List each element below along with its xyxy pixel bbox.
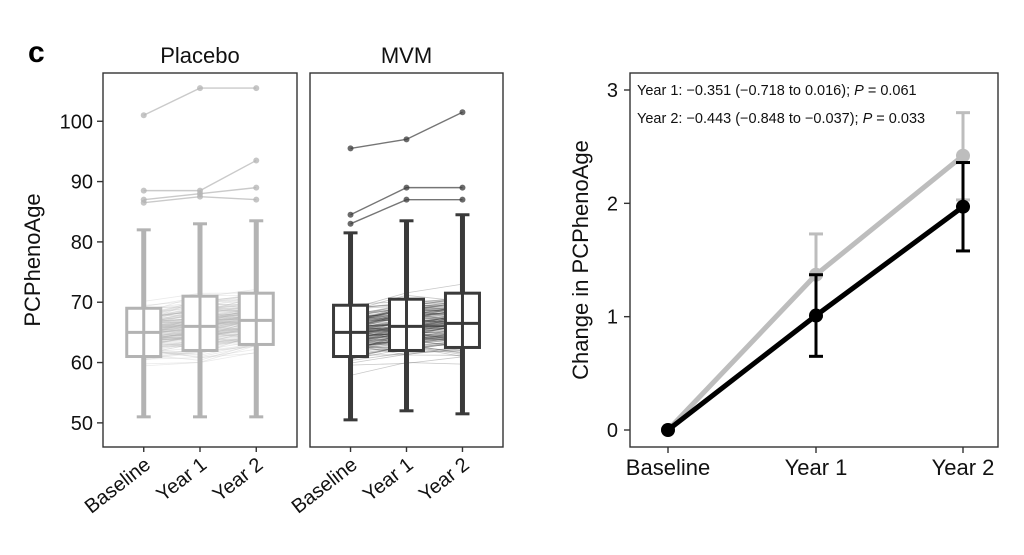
plot-frame: [629, 72, 999, 448]
x-tick-label: Baseline: [81, 454, 155, 519]
box-year-1: [388, 219, 425, 413]
outlier-point: [459, 184, 466, 191]
stat-annotation-p-value: = 0.061: [864, 83, 917, 99]
box-baseline: [332, 231, 370, 422]
outlier-point: [459, 109, 466, 116]
box-year-2: [237, 219, 275, 419]
stat-annotation-p-value: = 0.033: [872, 111, 925, 127]
stat-annotation-p-label: P: [854, 83, 864, 99]
panel-title: Placebo: [160, 43, 240, 68]
y-axis-label: Change in PCPhenoAge: [568, 140, 593, 380]
outlier-point: [347, 145, 354, 152]
data-point: [661, 423, 675, 437]
data-point: [809, 308, 823, 323]
outlier-point: [253, 157, 260, 164]
y-tick-label: 100: [60, 111, 93, 133]
outlier-trajectory: [143, 87, 257, 116]
y-tick-label: 90: [71, 172, 93, 194]
outlier-point: [140, 112, 147, 119]
panel-label: c: [28, 36, 45, 69]
stat-annotation-estimate: Year 2: −0.443 (−0.848 to −0.037);: [637, 111, 863, 127]
y-tick-label: 70: [71, 292, 93, 314]
outlier-point: [253, 184, 260, 191]
x-tick-label: Year 1: [359, 454, 418, 506]
box-baseline: [125, 228, 163, 419]
y-tick-label: 1: [607, 307, 618, 329]
series-2: [661, 161, 970, 437]
stat-annotation-p-label: P: [863, 111, 873, 127]
outlier-trajectory: [143, 159, 257, 192]
outlier-point: [253, 85, 260, 92]
y-tick-label: 50: [71, 413, 93, 435]
y-tick-label: 80: [71, 232, 93, 254]
x-tick-label: Year 2: [209, 454, 268, 506]
stat-annotation-estimate: Year 1: −0.351 (−0.718 to 0.016);: [637, 83, 854, 99]
y-tick-label: 60: [71, 353, 93, 375]
outlier-point: [403, 196, 410, 203]
y-tick-label: 0: [607, 420, 618, 442]
data-point: [956, 199, 970, 214]
change-line-panel: 0 1 2 3 Change in PCPhenoAge Baseline Year 1 Ye…: [568, 72, 999, 480]
x-tick-label: Year 1: [785, 455, 848, 480]
stat-annotation: Year 2: −0.443 (−0.848 to −0.037); P = 0…: [637, 111, 925, 127]
y-tick-label: 3: [607, 80, 618, 102]
outlier-point: [140, 199, 147, 206]
x-tick-label: Baseline: [288, 454, 362, 519]
placebo-box-panel: Placebo5060708090100PCPhenoAgeBaselineYe…: [20, 43, 298, 519]
stat-annotation: Year 1: −0.351 (−0.718 to 0.016); P = 0.…: [637, 83, 917, 99]
box-year-1: [181, 222, 219, 419]
outlier-point: [347, 220, 354, 227]
x-tick-label: Baseline: [626, 455, 710, 480]
outlier-trajectory: [350, 111, 463, 150]
outlier-point: [459, 196, 466, 203]
x-tick-label: Year 2: [932, 455, 995, 480]
data-point: [956, 148, 970, 163]
y-tick-label: 2: [607, 193, 618, 215]
x-tick-label: Year 1: [153, 454, 212, 506]
outlier-point: [197, 85, 203, 92]
outlier-point: [253, 196, 260, 203]
panel-title: MVM: [381, 43, 432, 68]
y-axis-label: PCPhenoAge: [20, 193, 45, 326]
outlier-point: [347, 211, 354, 218]
outlier-point: [403, 136, 410, 143]
outlier-point: [197, 193, 203, 200]
box-year-2: [443, 213, 481, 416]
outlier-point: [140, 187, 147, 194]
outlier-point: [403, 184, 410, 191]
x-tick-label: Year 2: [415, 454, 474, 506]
